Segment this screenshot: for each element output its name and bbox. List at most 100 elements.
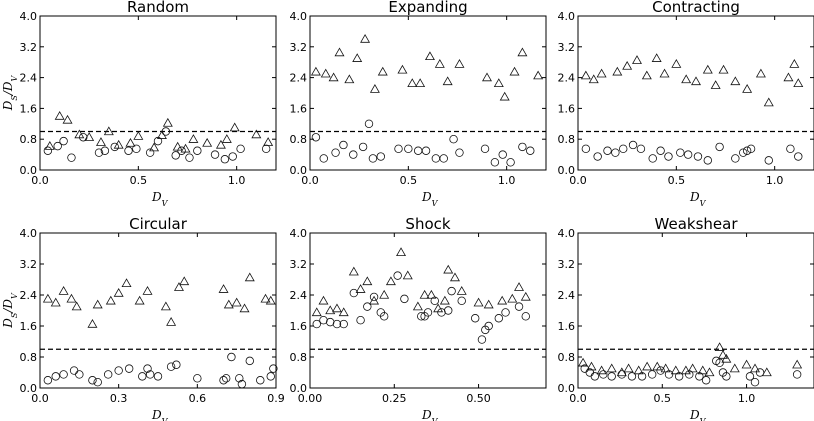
circle-point <box>501 308 510 317</box>
circle-point <box>166 362 176 371</box>
circle-point <box>193 146 202 155</box>
triangle-point <box>793 78 804 87</box>
triangle-point <box>482 72 492 82</box>
triangle-point <box>514 282 525 291</box>
triangle-point <box>483 299 494 309</box>
circle-point <box>103 370 113 379</box>
triangle-point <box>449 272 460 282</box>
circle-point <box>161 127 171 136</box>
triangle-point <box>407 78 418 87</box>
panel-weakshear: Weakshear 0.0 0.8 1.6 2.4 3.2 4.0 0.0 0.5 1.0 DV <box>558 215 814 421</box>
y-tick-label: 1.6 <box>558 102 576 115</box>
y-tick-label: 4.0 <box>290 227 308 240</box>
circle-point <box>311 133 321 142</box>
circle-point <box>430 296 439 306</box>
triangle-point <box>239 303 250 313</box>
plot-frame-contracting <box>577 15 814 171</box>
circle-point <box>177 146 186 155</box>
triangle-point <box>369 84 380 93</box>
triangle-point <box>311 307 322 317</box>
circle-point <box>100 146 110 155</box>
x-axis-label: DV <box>421 408 439 421</box>
y-tick-label: 0.8 <box>558 351 576 364</box>
triangle-point <box>763 97 774 107</box>
panel-title-shock: Shock <box>405 215 450 233</box>
triangle-point <box>71 301 82 311</box>
circle-point <box>319 154 328 163</box>
triangle-point <box>44 141 55 150</box>
x-tick-label: 1.0 <box>738 392 756 405</box>
circle-point <box>693 152 703 161</box>
triangle-point <box>125 137 136 147</box>
circle-point <box>369 292 379 302</box>
triangle-point <box>659 68 670 78</box>
x-axis-label: DV <box>421 190 439 208</box>
circle-point <box>457 296 466 306</box>
triangle-point <box>360 33 371 43</box>
triangle-point <box>355 284 366 293</box>
circle-point <box>43 376 53 385</box>
circle-point <box>393 271 402 280</box>
triangle-point <box>681 74 692 84</box>
circle-point <box>124 146 133 155</box>
circle-point <box>88 376 97 385</box>
circle-point <box>94 148 104 157</box>
triangle-point <box>66 293 77 303</box>
triangle-point <box>188 134 199 143</box>
circle-point <box>437 308 446 317</box>
circle-point <box>664 370 674 379</box>
triangle-point <box>588 74 599 84</box>
circle-point <box>455 148 464 157</box>
circle-point <box>664 152 673 161</box>
triangle-point <box>493 78 504 87</box>
triangle-point <box>717 349 728 359</box>
triangle-point <box>509 66 520 76</box>
triangle-point <box>218 284 229 293</box>
triangle-point <box>231 297 242 307</box>
panel-random: Random 0.0 0.8 1.6 2.4 3.2 4.0 0.0 0.5 1.0 DV DS/DV <box>1 0 277 208</box>
circle-point <box>636 144 646 154</box>
circle-point <box>153 372 163 381</box>
triangle-point <box>586 361 597 371</box>
y-tick-label: 3.2 <box>20 41 38 54</box>
circle-point <box>124 364 134 373</box>
x-tick-label: 0.0 <box>31 392 49 405</box>
circle-point <box>404 144 413 154</box>
circle-point <box>132 144 141 154</box>
triangle-point <box>42 293 53 303</box>
circle-point <box>506 158 515 167</box>
y-tick-label: 0.0 <box>290 164 308 177</box>
circle-point <box>269 364 278 373</box>
triangle-point <box>103 126 114 136</box>
triangle-point <box>133 131 144 140</box>
y-tick-label: 0.0 <box>290 382 308 395</box>
triangle-point <box>704 367 715 377</box>
x-tick-label: 0.50 <box>466 392 491 405</box>
circle-point <box>593 152 602 161</box>
circle-point <box>210 150 220 159</box>
triangle-point <box>710 80 721 89</box>
triangle-point <box>507 293 518 303</box>
circle-point <box>379 312 389 321</box>
triangle-point <box>162 117 173 127</box>
circle-point <box>227 352 236 362</box>
x-tick-label: 0.5 <box>668 174 686 187</box>
circle-point <box>339 140 348 150</box>
triangle-point <box>221 134 232 143</box>
triangle-point <box>338 307 349 317</box>
plot-frame-expanding <box>309 15 547 171</box>
y-tick-label: 2.4 <box>558 72 576 85</box>
triangle-point <box>419 289 430 299</box>
triangle-point <box>377 66 388 76</box>
y-tick-label: 4.0 <box>290 10 308 23</box>
circle-point <box>526 146 535 155</box>
triangle-point <box>697 365 708 375</box>
y-tick-label: 0.0 <box>558 382 576 395</box>
circle-point <box>656 366 665 375</box>
triangle-point <box>730 76 741 86</box>
circle-point <box>444 306 453 315</box>
circle-point <box>484 321 493 331</box>
circle-point <box>656 146 665 155</box>
triangle-point <box>87 318 98 328</box>
